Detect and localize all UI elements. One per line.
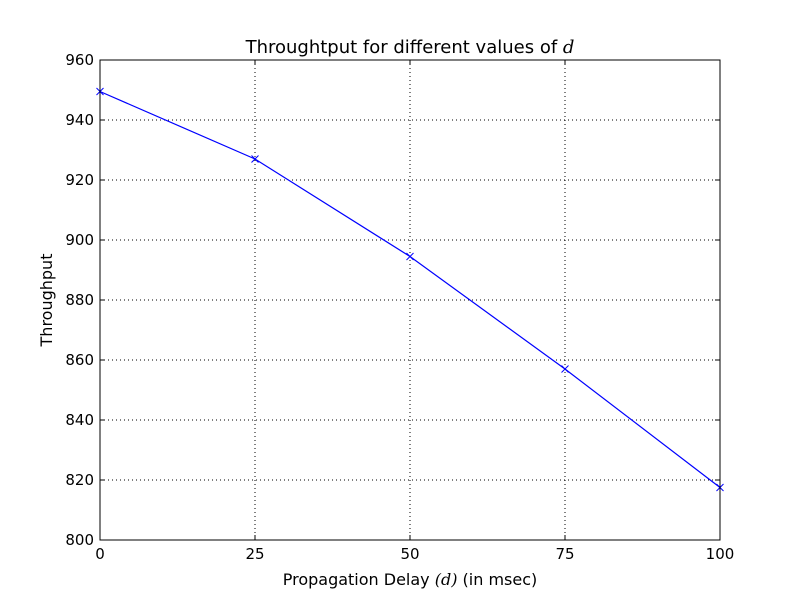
x-tick-label: 100 (706, 545, 735, 563)
y-tick-label: 940 (65, 111, 94, 129)
y-tick-label: 860 (65, 351, 94, 369)
x-axis-label: Propagation Delay (d) (in msec) (283, 570, 538, 589)
y-axis-label: Throughput (37, 254, 56, 348)
plot-frame (99, 59, 721, 541)
y-tick-label: 880 (65, 291, 94, 309)
x-marker-stroke (251, 155, 259, 163)
data-point (561, 365, 569, 373)
x-marker-stroke (561, 365, 569, 373)
x-tick-label: 75 (555, 545, 574, 563)
y-tick-label: 800 (65, 531, 94, 549)
x-axis-ticks: 0 25 50 75 100 (95, 60, 734, 563)
data-point (406, 252, 414, 261)
x-marker-stroke (406, 252, 414, 261)
x-tick-label: 0 (95, 545, 105, 563)
y-tick-label: 960 (65, 51, 94, 69)
y-tick-label: 820 (65, 471, 94, 489)
chart-title: Throughtput for different values of d (245, 37, 575, 58)
y-axis-ticks: 800 820 840 860 880 900 920 940 960 (65, 51, 720, 549)
y-tick-label: 900 (65, 231, 94, 249)
data-point (251, 155, 259, 163)
y-tick-label: 840 (65, 411, 94, 429)
x-tick-label: 25 (245, 545, 264, 563)
x-tick-label: 50 (400, 545, 419, 563)
y-tick-label: 920 (65, 171, 94, 189)
